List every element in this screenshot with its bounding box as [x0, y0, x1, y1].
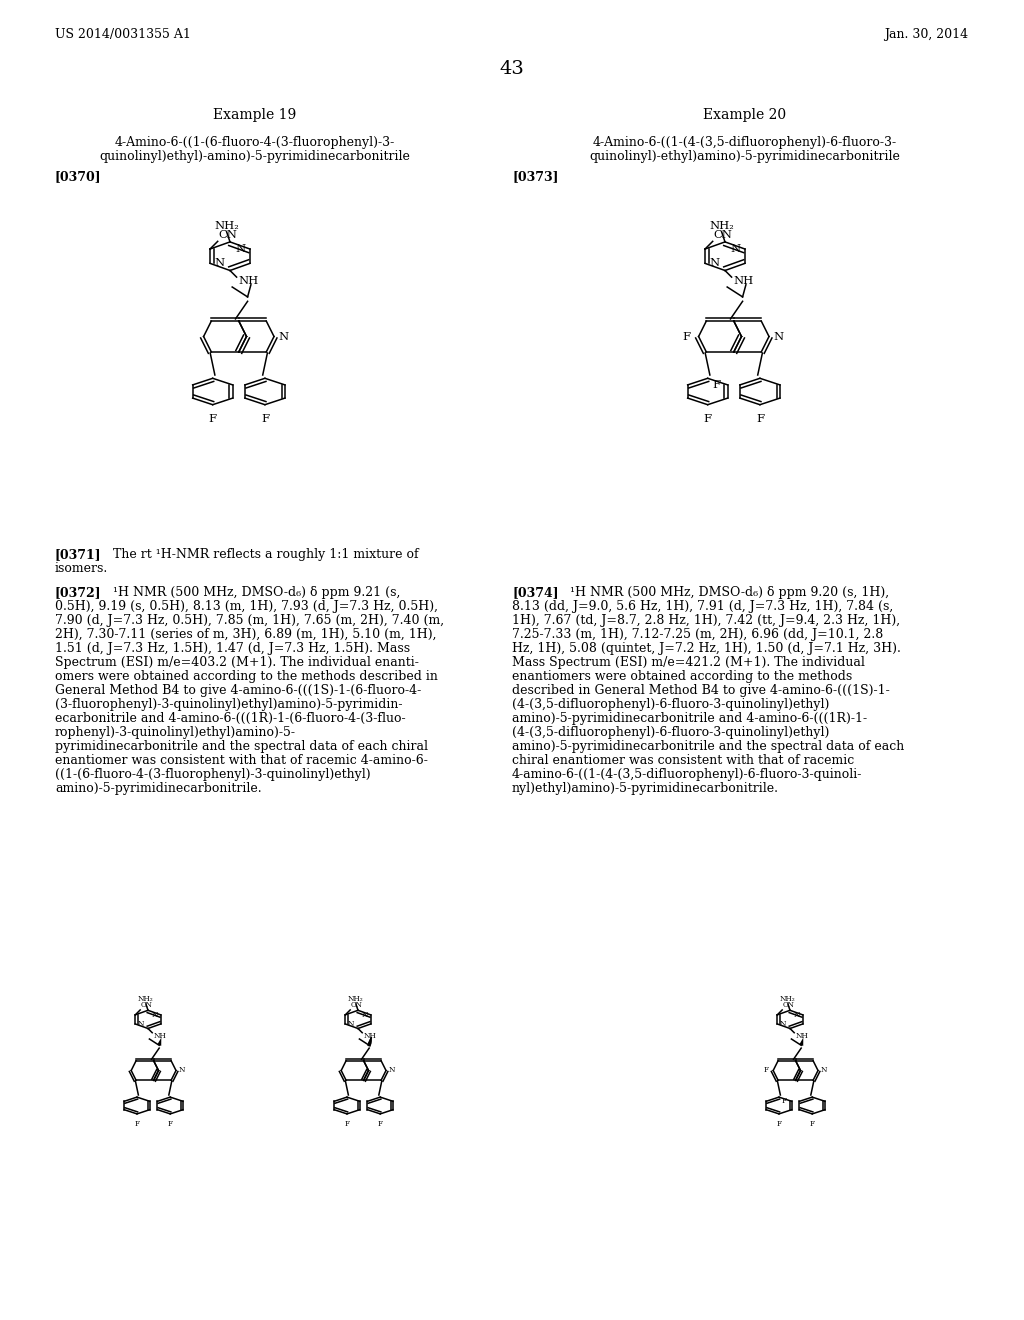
- Text: nyl)ethyl)amino)-5-pyrimidinecarbonitrile.: nyl)ethyl)amino)-5-pyrimidinecarbonitril…: [512, 781, 779, 795]
- Text: CN: CN: [219, 230, 238, 240]
- Text: F: F: [703, 413, 712, 424]
- Text: 0.5H), 9.19 (s, 0.5H), 8.13 (m, 1H), 7.93 (d, J=7.3 Hz, 0.5H),: 0.5H), 9.19 (s, 0.5H), 8.13 (m, 1H), 7.9…: [55, 601, 438, 612]
- Text: amino)-5-pyrimidinecarbonitrile and the spectral data of each: amino)-5-pyrimidinecarbonitrile and the …: [512, 741, 904, 752]
- Text: 8.13 (dd, J=9.0, 5.6 Hz, 1H), 7.91 (d, J=7.3 Hz, 1H), 7.84 (s,: 8.13 (dd, J=9.0, 5.6 Hz, 1H), 7.91 (d, J…: [512, 601, 893, 612]
- Text: F: F: [168, 1119, 173, 1127]
- Text: ((1-(6-fluoro-4-(3-fluorophenyl)-3-quinolinyl)ethyl): ((1-(6-fluoro-4-(3-fluorophenyl)-3-quino…: [55, 768, 371, 781]
- Text: 4-Amino-6-((1-(6-fluoro-4-(3-fluorophenyl)-3-: 4-Amino-6-((1-(6-fluoro-4-(3-fluoropheny…: [115, 136, 395, 149]
- Text: F: F: [683, 331, 691, 342]
- Text: 7.25-7.33 (m, 1H), 7.12-7.25 (m, 2H), 6.96 (dd, J=10.1, 2.8: 7.25-7.33 (m, 1H), 7.12-7.25 (m, 2H), 6.…: [512, 628, 884, 642]
- Text: 4-Amino-6-((1-(4-(3,5-difluorophenyl)-6-fluoro-3-: 4-Amino-6-((1-(4-(3,5-difluorophenyl)-6-…: [593, 136, 897, 149]
- Text: N: N: [361, 1011, 368, 1019]
- Text: N: N: [138, 1020, 144, 1028]
- Text: N: N: [710, 259, 720, 268]
- Text: isomers.: isomers.: [55, 562, 109, 576]
- Text: N: N: [179, 1067, 185, 1074]
- Text: F: F: [763, 1067, 768, 1074]
- Text: NH₂: NH₂: [780, 995, 796, 1003]
- Text: F: F: [712, 380, 720, 389]
- Text: N: N: [279, 331, 289, 342]
- Polygon shape: [799, 1038, 803, 1045]
- Text: N: N: [794, 1011, 800, 1019]
- Text: General Method B4 to give 4-amino-6-(((1S)-1-(6-fluoro-4-: General Method B4 to give 4-amino-6-(((1…: [55, 684, 421, 697]
- Text: N: N: [821, 1067, 827, 1074]
- Text: Example 20: Example 20: [703, 108, 786, 121]
- Text: N: N: [152, 1011, 158, 1019]
- Text: ecarbonitrile and 4-amino-6-(((1R)-1-(6-fluoro-4-(3-fluo-: ecarbonitrile and 4-amino-6-(((1R)-1-(6-…: [55, 711, 406, 725]
- Text: 43: 43: [500, 59, 524, 78]
- Text: [0371]: [0371]: [55, 548, 101, 561]
- Text: quinolinyl)-ethyl)amino)-5-pyrimidinecarbonitrile: quinolinyl)-ethyl)amino)-5-pyrimidinecar…: [590, 150, 900, 162]
- Text: [0373]: [0373]: [512, 170, 558, 183]
- Text: NH₂: NH₂: [710, 220, 734, 231]
- Text: (4-(3,5-difluorophenyl)-6-fluoro-3-quinolinyl)ethyl): (4-(3,5-difluorophenyl)-6-fluoro-3-quino…: [512, 698, 829, 711]
- Text: [0374]: [0374]: [512, 586, 559, 599]
- Text: 1.51 (d, J=7.3 Hz, 1.5H), 1.47 (d, J=7.3 Hz, 1.5H). Mass: 1.51 (d, J=7.3 Hz, 1.5H), 1.47 (d, J=7.3…: [55, 642, 411, 655]
- Text: F: F: [344, 1119, 349, 1127]
- Text: CN: CN: [783, 1002, 795, 1010]
- Text: N: N: [780, 1020, 786, 1028]
- Text: 4-amino-6-((1-(4-(3,5-difluorophenyl)-6-fluoro-3-quinoli-: 4-amino-6-((1-(4-(3,5-difluorophenyl)-6-…: [512, 768, 862, 781]
- Text: N: N: [214, 259, 224, 268]
- Text: F: F: [756, 413, 764, 424]
- Text: N: N: [773, 331, 783, 342]
- Text: CN: CN: [141, 1002, 153, 1010]
- Text: Spectrum (ESI) m/e=403.2 (M+1). The individual enanti-: Spectrum (ESI) m/e=403.2 (M+1). The indi…: [55, 656, 419, 669]
- Text: 1H), 7.67 (td, J=8.7, 2.8 Hz, 1H), 7.42 (tt, J=9.4, 2.3 Hz, 1H),: 1H), 7.67 (td, J=8.7, 2.8 Hz, 1H), 7.42 …: [512, 614, 900, 627]
- Text: 2H), 7.30-7.11 (series of m, 3H), 6.89 (m, 1H), 5.10 (m, 1H),: 2H), 7.30-7.11 (series of m, 3H), 6.89 (…: [55, 628, 436, 642]
- Text: ¹H NMR (500 MHz, DMSO-d₆) δ ppm 9.20 (s, 1H),: ¹H NMR (500 MHz, DMSO-d₆) δ ppm 9.20 (s,…: [570, 586, 889, 599]
- Text: F: F: [209, 413, 217, 424]
- Text: F: F: [776, 1119, 781, 1127]
- Polygon shape: [157, 1038, 162, 1045]
- Text: F: F: [781, 1097, 786, 1105]
- Text: US 2014/0031355 A1: US 2014/0031355 A1: [55, 28, 190, 41]
- Text: enantiomer was consistent with that of racemic 4-amino-6-: enantiomer was consistent with that of r…: [55, 754, 428, 767]
- Text: F: F: [810, 1119, 815, 1127]
- Text: CN: CN: [714, 230, 732, 240]
- Text: rophenyl)-3-quinolinyl)ethyl)amino)-5-: rophenyl)-3-quinolinyl)ethyl)amino)-5-: [55, 726, 296, 739]
- Text: F: F: [378, 1119, 383, 1127]
- Text: Jan. 30, 2014: Jan. 30, 2014: [884, 28, 968, 41]
- Text: [0372]: [0372]: [55, 586, 101, 599]
- Text: F: F: [261, 413, 269, 424]
- Text: 7.90 (d, J=7.3 Hz, 0.5H), 7.85 (m, 1H), 7.65 (m, 2H), 7.40 (m,: 7.90 (d, J=7.3 Hz, 0.5H), 7.85 (m, 1H), …: [55, 614, 444, 627]
- Text: omers were obtained according to the methods described in: omers were obtained according to the met…: [55, 671, 438, 682]
- Text: amino)-5-pyrimidinecarbonitrile and 4-amino-6-(((1R)-1-: amino)-5-pyrimidinecarbonitrile and 4-am…: [512, 711, 867, 725]
- Text: NH: NH: [796, 1031, 809, 1040]
- Text: quinolinyl)ethyl)-amino)-5-pyrimidinecarbonitrile: quinolinyl)ethyl)-amino)-5-pyrimidinecar…: [99, 150, 411, 162]
- Text: [0370]: [0370]: [55, 170, 101, 183]
- Text: described in General Method B4 to give 4-amino-6-(((1S)-1-: described in General Method B4 to give 4…: [512, 684, 890, 697]
- Text: (4-(3,5-difluorophenyl)-6-fluoro-3-quinolinyl)ethyl): (4-(3,5-difluorophenyl)-6-fluoro-3-quino…: [512, 726, 829, 739]
- Text: NH₂: NH₂: [348, 995, 364, 1003]
- Text: chiral enantiomer was consistent with that of racemic: chiral enantiomer was consistent with th…: [512, 754, 854, 767]
- Text: N: N: [389, 1067, 395, 1074]
- Text: NH: NH: [364, 1031, 377, 1040]
- Text: pyrimidinecarbonitrile and the spectral data of each chiral: pyrimidinecarbonitrile and the spectral …: [55, 741, 428, 752]
- Text: N: N: [236, 244, 246, 253]
- Text: NH₂: NH₂: [138, 995, 154, 1003]
- Text: F: F: [134, 1119, 139, 1127]
- Text: amino)-5-pyrimidinecarbonitrile.: amino)-5-pyrimidinecarbonitrile.: [55, 781, 261, 795]
- Text: NH: NH: [734, 276, 754, 286]
- Text: (3-fluorophenyl)-3-quinolinyl)ethyl)amino)-5-pyrimidin-: (3-fluorophenyl)-3-quinolinyl)ethyl)amin…: [55, 698, 402, 711]
- Text: Hz, 1H), 5.08 (quintet, J=7.2 Hz, 1H), 1.50 (d, J=7.1 Hz, 3H).: Hz, 1H), 5.08 (quintet, J=7.2 Hz, 1H), 1…: [512, 642, 901, 655]
- Text: N: N: [348, 1020, 354, 1028]
- Text: CN: CN: [351, 1002, 362, 1010]
- Text: NH: NH: [239, 276, 259, 286]
- Text: Mass Spectrum (ESI) m/e=421.2 (M+1). The individual: Mass Spectrum (ESI) m/e=421.2 (M+1). The…: [512, 656, 865, 669]
- Text: ¹H NMR (500 MHz, DMSO-d₆) δ ppm 9.21 (s,: ¹H NMR (500 MHz, DMSO-d₆) δ ppm 9.21 (s,: [113, 586, 400, 599]
- Text: Example 19: Example 19: [213, 108, 297, 121]
- Text: N: N: [730, 244, 740, 253]
- Text: enantiomers were obtained according to the methods: enantiomers were obtained according to t…: [512, 671, 852, 682]
- Text: The rt ¹H-NMR reflects a roughly 1:1 mixture of: The rt ¹H-NMR reflects a roughly 1:1 mix…: [113, 548, 419, 561]
- Text: NH₂: NH₂: [214, 220, 239, 231]
- Text: NH: NH: [154, 1031, 167, 1040]
